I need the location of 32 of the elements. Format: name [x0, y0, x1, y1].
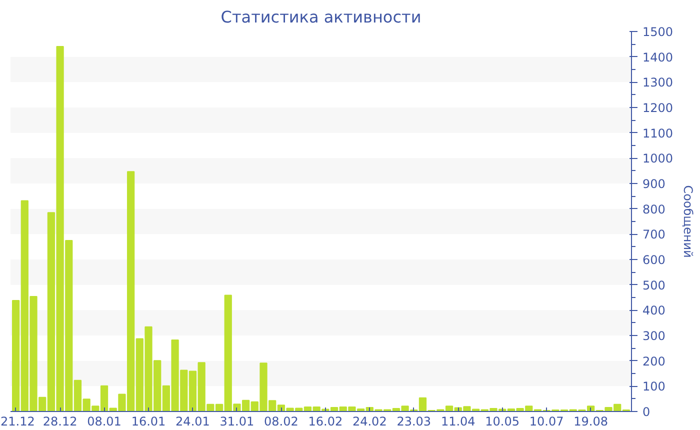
x-tick-label: 21.12: [0, 414, 35, 428]
y-tick-label: 700: [642, 228, 666, 242]
y-tick-label: 600: [642, 253, 666, 267]
y-tick-label: 800: [642, 202, 666, 216]
y-tick-label: 100: [642, 380, 666, 394]
x-tick-label: 31.01: [220, 414, 254, 428]
y-tick-label: 1100: [642, 126, 674, 140]
x-tick-label: 08.01: [87, 414, 122, 428]
y-tick-label: 900: [642, 177, 666, 191]
x-tick-label: 10.07: [529, 414, 564, 428]
chart-title: Статистика активности: [220, 8, 422, 26]
y-tick-label: 1500: [642, 25, 674, 39]
x-tick-label: 16.02: [308, 414, 343, 428]
x-tick-label: 11.04: [440, 414, 476, 428]
y-tick-label: 0: [642, 405, 650, 419]
y-tick-label: 400: [642, 304, 666, 318]
y-tick-label: 200: [642, 354, 666, 368]
y-tick-label: 1200: [642, 101, 674, 115]
y-tick-label: 1300: [642, 76, 674, 90]
x-tick-label: 08.02: [264, 414, 298, 428]
y-tick-label: 1400: [642, 50, 674, 64]
y-tick-label: 500: [642, 278, 666, 292]
x-tick-label: 19.08: [574, 414, 608, 428]
y-axis-title: Сообщений: [681, 185, 696, 258]
y-tick-label: 300: [642, 329, 666, 343]
x-tick-label: 10.05: [485, 414, 520, 428]
x-tick-label: 16.01: [131, 414, 166, 428]
y-tick-label: 1000: [642, 152, 674, 166]
x-tick-label: 24.02: [352, 414, 387, 428]
x-tick-label: 23.03: [396, 414, 432, 428]
x-tick-label: 28.12: [42, 414, 78, 428]
x-tick-label: 24.01: [176, 414, 210, 428]
